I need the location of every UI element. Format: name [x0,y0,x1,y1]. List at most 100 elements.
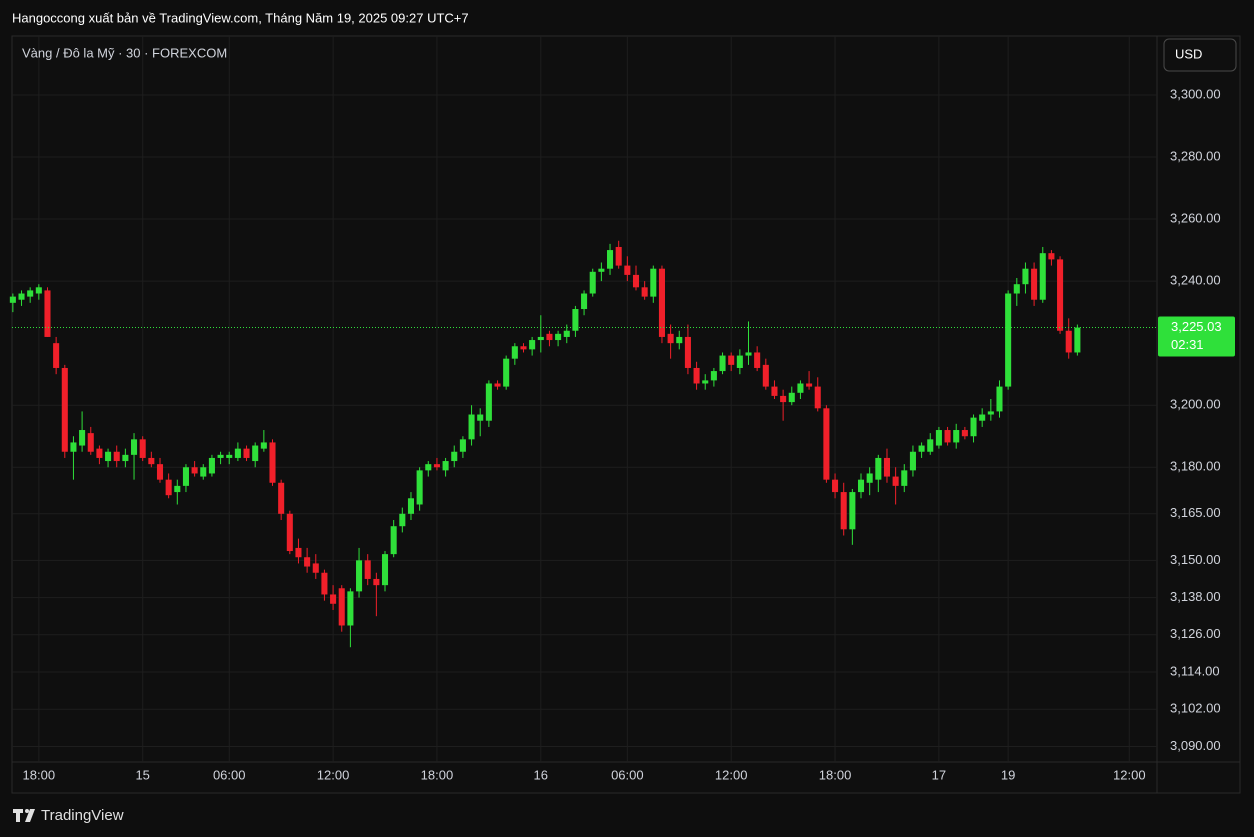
candle-body [260,442,267,449]
chart-panel [11,35,1241,794]
candle-body [658,268,665,337]
candle-body [840,492,847,530]
candle-body [494,383,501,387]
y-tick-label: 3,102.00 [1170,701,1221,716]
candle-body [407,498,415,514]
candle-body [762,364,769,387]
candle-body [555,333,562,341]
y-tick-label: 3,126.00 [1170,626,1221,641]
candle-body [719,355,726,372]
candle-body [607,250,614,269]
candle-body [96,448,103,458]
candle-body [191,467,198,474]
x-tick-label: 12:00 [317,767,350,782]
logo-slash [25,809,35,822]
plot [9,36,1157,762]
candle-body [243,448,250,458]
last-price-label: 3,225.03 [1171,319,1222,334]
x-tick-label: 06:00 [611,767,644,782]
candle-body [347,591,354,626]
x-tick-label: 18:00 [23,767,56,782]
candle-body [44,290,51,337]
candle-body [909,451,916,471]
candle-body [892,476,899,486]
candle-body [18,293,25,300]
candle-body [442,461,449,471]
x-tick-label: 16 [534,767,548,782]
x-tick-label: 18:00 [819,767,852,782]
candle-body [728,355,735,365]
candle-body [148,457,155,465]
candle-body [165,479,172,496]
candle-body [970,417,977,437]
candle-body [511,346,518,359]
x-tick-label: 15 [135,767,149,782]
candle-body [433,464,440,468]
candle-body [572,309,579,331]
candle-body [589,271,596,294]
logo-mark [13,809,23,822]
candle-body [1005,293,1012,387]
countdown-label: 02:31 [1171,337,1204,352]
candle-body [875,457,882,480]
candle-body [615,246,622,266]
candle-body [105,451,112,462]
candle-body [650,268,657,297]
candle-body [788,392,795,403]
candle-body [182,467,189,486]
candle-body [252,445,259,462]
candle-body [113,451,120,462]
candle-body [416,470,423,505]
candle-body [979,414,986,421]
candle-body [35,287,42,294]
candle-body [1013,284,1020,294]
candle-body [520,346,527,350]
candle-body [667,333,674,344]
candle-body [901,470,908,486]
candle-body [987,411,994,415]
candle-body [814,386,821,409]
candle-body [927,439,934,452]
candle-body [676,336,683,344]
candle-body [832,479,839,493]
currency-label[interactable]: USD [1175,46,1202,61]
candle-body [278,482,285,514]
candle-body [459,439,466,452]
y-tick-label: 3,138.00 [1170,589,1221,604]
y-tick-label: 3,280.00 [1170,148,1221,163]
publisher-line: Hangoccong xuất bản về TradingView.com, … [12,10,469,25]
y-tick-label: 3,260.00 [1170,210,1221,225]
currency-button[interactable] [1163,38,1237,72]
candle-body [632,274,640,288]
candle-body [364,560,371,579]
candle-body [883,457,891,477]
candle-body [27,290,34,297]
candle-body [269,442,276,483]
y-tick-label: 3,180.00 [1170,459,1221,474]
candle-body [961,430,968,437]
candle-body [373,578,380,586]
candle-body [468,414,475,440]
candle-body [208,457,215,474]
candle-body [546,333,553,341]
candle-body [996,386,1003,412]
candle-body [234,448,241,458]
candle-body [1065,330,1072,353]
candle-body [953,430,960,443]
y-tick-label: 3,240.00 [1170,273,1221,288]
candle-body [780,395,787,403]
candle-body [217,454,224,458]
candle-body [797,383,804,393]
candle-body [131,439,138,455]
candle-body [641,287,648,297]
candle-body [857,479,865,493]
candle-body [226,454,233,458]
candle-body [849,492,856,530]
x-tick-label: 12:00 [1113,767,1146,782]
candle-body [79,430,86,446]
candle-body [1048,253,1055,260]
candle-body [312,563,319,573]
candle-body [356,560,363,592]
brand-logo [13,809,35,822]
